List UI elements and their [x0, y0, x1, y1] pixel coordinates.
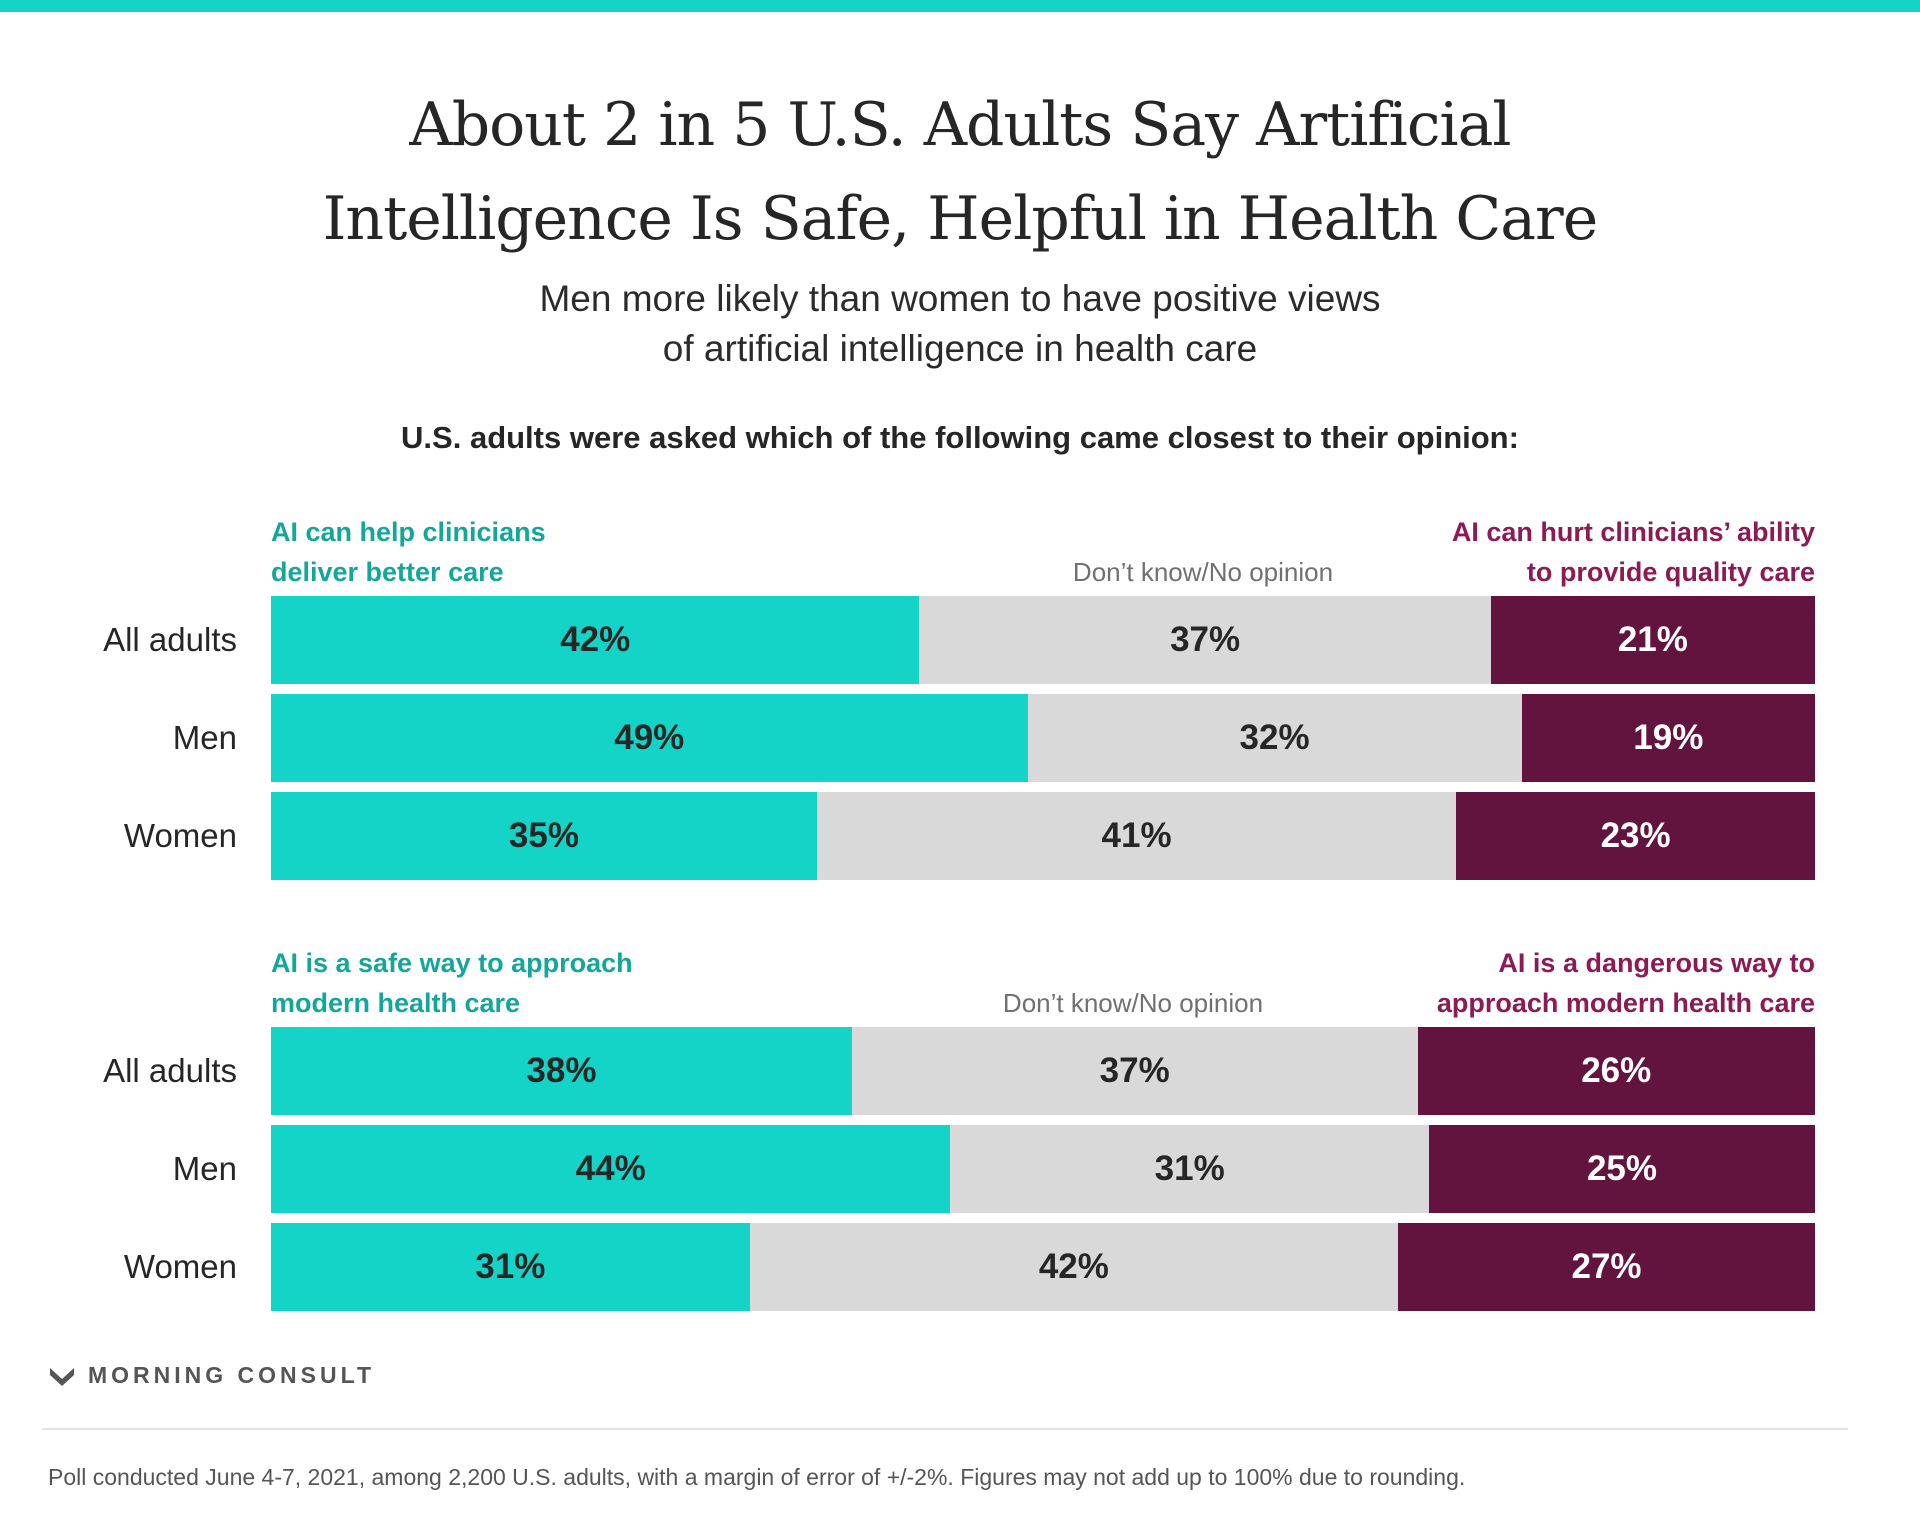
segment-neutral: 31%	[950, 1125, 1429, 1213]
legend-positive-line-1: AI is a safe way to approach	[271, 948, 633, 978]
segment-neutral: 37%	[851, 1027, 1418, 1115]
footnote: Poll conducted June 4-7, 2021, among 2,2…	[48, 1464, 1466, 1490]
brand-logo: MORNING CONSULT	[48, 1362, 375, 1389]
segment-positive: 44%	[271, 1125, 951, 1213]
segment-negative: 26%	[1417, 1027, 1815, 1115]
legend-negative-line-2: to provide quality care	[1526, 557, 1815, 587]
legend-positive: AI is a safe way to approach modern heal…	[271, 943, 633, 1023]
bar-row: All adults 38% 37% 26%	[0, 1027, 1920, 1115]
data-label: 26%	[1581, 1051, 1652, 1090]
data-label: 44%	[575, 1149, 646, 1188]
data-label: 42%	[560, 620, 631, 659]
data-label: 42%	[1038, 1247, 1109, 1286]
bar-row: Men 49% 32% 19%	[0, 694, 1920, 782]
segment-negative: 21%	[1490, 596, 1815, 684]
bar-row: Men 44% 31% 25%	[0, 1125, 1920, 1213]
stacked-bar: 35% 41% 23%	[271, 792, 1815, 880]
data-label: 31%	[475, 1247, 546, 1286]
data-label: 25%	[1586, 1149, 1658, 1188]
stacked-bar: 31% 42% 27%	[271, 1223, 1815, 1311]
stacked-bar: 44% 31% 25%	[271, 1125, 1815, 1213]
legend-negative-line-2: approach modern health care	[1436, 988, 1815, 1018]
row-label: All adults	[103, 621, 237, 658]
data-label: 32%	[1239, 718, 1310, 757]
data-label: 37%	[1099, 1051, 1170, 1090]
legend-positive-line-2: deliver better care	[271, 557, 504, 587]
legend-negative: AI can hurt clinicians’ ability to provi…	[1452, 512, 1815, 592]
bar-row: Women 31% 42% 27%	[0, 1223, 1920, 1311]
data-label: 23%	[1600, 816, 1671, 855]
row-label: All adults	[103, 1052, 237, 1089]
segment-neutral: 42%	[749, 1223, 1399, 1311]
survey-question: U.S. adults were asked which of the foll…	[401, 420, 1519, 455]
top-accent-bar	[0, 0, 1920, 12]
segment-positive: 38%	[271, 1027, 852, 1115]
subtitle-line-2: of artificial intelligence in health car…	[662, 328, 1258, 369]
legend-neutral: Don’t know/No opinion	[1072, 557, 1334, 587]
stacked-bar: 42% 37% 21%	[271, 596, 1815, 684]
footer-divider	[42, 1428, 1848, 1430]
legend-negative: AI is a dangerous way to approach modern…	[1437, 943, 1815, 1023]
segment-positive: 35%	[271, 792, 817, 880]
segment-neutral: 41%	[816, 792, 1457, 880]
data-label: 21%	[1617, 620, 1688, 659]
segment-negative: 27%	[1398, 1223, 1815, 1311]
data-label: 27%	[1571, 1247, 1642, 1286]
data-label: 49%	[614, 718, 685, 757]
segment-neutral: 32%	[1027, 694, 1522, 782]
row-label: Women	[123, 817, 237, 854]
segment-positive: 42%	[271, 596, 920, 684]
row-label: Women	[123, 1248, 237, 1285]
data-label: 41%	[1101, 816, 1172, 855]
title-line-2: Intelligence Is Safe, Helpful in Health …	[322, 184, 1599, 254]
data-label: 31%	[1154, 1149, 1225, 1188]
subtitle-line-1: Men more likely than women to have posit…	[539, 278, 1381, 319]
row-label: Men	[172, 1150, 237, 1187]
segment-positive: 49%	[271, 694, 1028, 782]
legend-neutral: Don’t know/No opinion	[1002, 988, 1264, 1018]
row-label: Men	[172, 719, 237, 756]
segment-negative: 19%	[1521, 694, 1815, 782]
segment-negative: 25%	[1428, 1125, 1815, 1213]
morning-consult-logo-icon	[50, 1367, 74, 1386]
chart-subtitle: Men more likely than women to have posit…	[0, 274, 1920, 374]
stacked-bar: 38% 37% 26%	[271, 1027, 1815, 1115]
segment-negative: 23%	[1456, 792, 1815, 880]
segment-positive: 31%	[271, 1223, 750, 1311]
legend-negative-line-1: AI is a dangerous way to	[1498, 948, 1815, 978]
data-label: 37%	[1170, 620, 1241, 659]
title-line-1: About 2 in 5 U.S. Adults Say Artificial	[409, 90, 1511, 160]
bar-row: All adults 42% 37% 21%	[0, 596, 1920, 684]
legend-positive: AI can help clinicians deliver better ca…	[271, 512, 546, 592]
chart-title: About 2 in 5 U.S. Adults Say Artificial …	[0, 78, 1920, 266]
data-label: 38%	[526, 1051, 597, 1090]
data-label: 35%	[508, 816, 579, 855]
bar-row: Women 35% 41% 23%	[0, 792, 1920, 880]
stacked-bar: 49% 32% 19%	[271, 694, 1815, 782]
data-label: 19%	[1633, 718, 1704, 757]
legend-positive-line-1: AI can help clinicians	[271, 517, 546, 547]
brand-name: MORNING CONSULT	[88, 1362, 376, 1388]
legend-positive-line-2: modern health care	[271, 988, 521, 1018]
segment-neutral: 37%	[919, 596, 1491, 684]
legend-negative-line-1: AI can hurt clinicians’ ability	[1451, 517, 1815, 547]
